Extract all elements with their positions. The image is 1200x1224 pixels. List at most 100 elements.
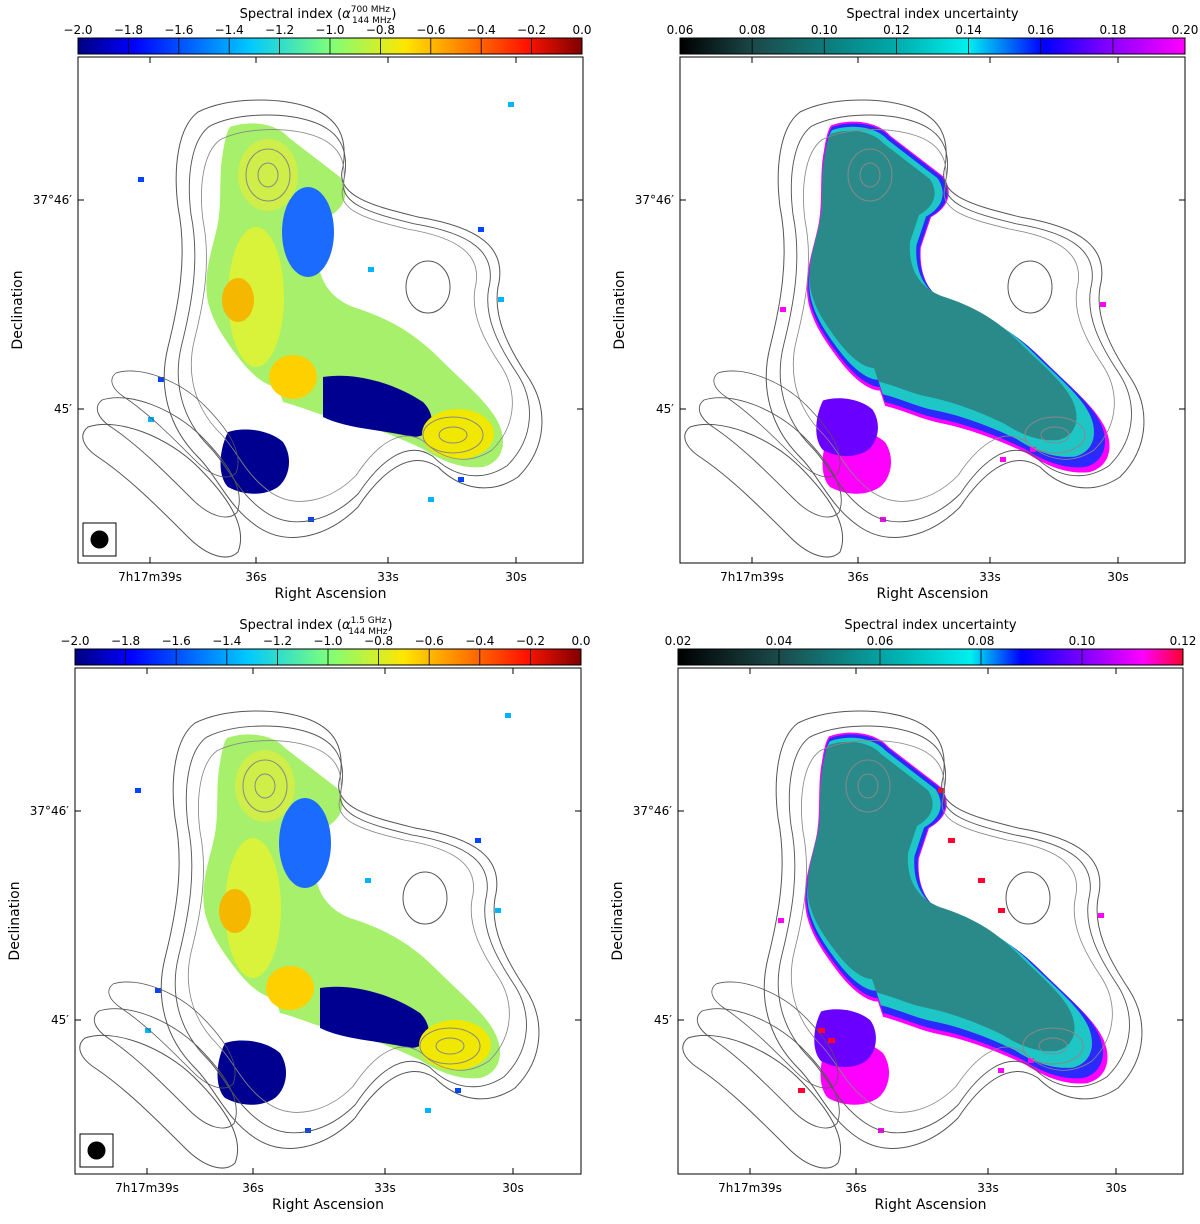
scatter-pixel <box>508 102 514 107</box>
contour-sw-2 <box>96 397 240 518</box>
colorbar-label-sub: 144 MHz <box>352 16 392 26</box>
north-lobe-region <box>235 750 295 822</box>
colorbar-tick-label: −0.6 <box>416 23 445 37</box>
colorbar-tick-label: 0.18 <box>1099 23 1126 37</box>
panel-alpha-700: −2.0 −1.8 −1.6 −1.4 −1.2 −1.0 −0.8 −0.6 −0.4 −0.2… <box>10 5 592 602</box>
scatter-pixel <box>428 497 434 502</box>
colorbar-tick-label: 0.04 <box>766 634 793 648</box>
colorbar-tick-label: −0.2 <box>516 634 545 648</box>
contour-north-peak <box>245 148 291 202</box>
scatter-pixel <box>1028 1058 1034 1063</box>
plot-frame <box>74 667 582 1175</box>
edge-pixel <box>798 1088 805 1093</box>
northeast-inner-region <box>282 187 334 277</box>
scatter-pixel <box>780 307 786 312</box>
contour-level-2 <box>779 114 1132 523</box>
scatter-pixel <box>455 1088 461 1093</box>
contours <box>82 99 543 558</box>
contour-sw-3 <box>108 981 236 1089</box>
contour-southeast-peak <box>422 416 484 454</box>
contour-level-2 <box>177 114 530 523</box>
axis-ticks <box>678 668 1183 1174</box>
dec-tick-label: 37°46′ <box>30 804 70 818</box>
dec-tick-labels: 37°46′ 45′ <box>30 804 70 1027</box>
colorbar-tick-label: 0.08 <box>739 23 766 37</box>
scatter-pixel <box>478 227 484 232</box>
dec-tick-labels: 37°46′ 45′ <box>633 804 673 1027</box>
edge-pixel <box>978 878 985 883</box>
beam-ellipse <box>87 1141 106 1160</box>
contour-sw-1 <box>682 1034 842 1169</box>
scatter-pixel <box>308 517 314 522</box>
north-lobe-region <box>238 139 298 211</box>
colorbar-tick-label: 0.0 <box>572 23 591 37</box>
colorbar-tick-label: −2.0 <box>63 23 92 37</box>
contour-level-3 <box>187 740 510 1113</box>
contour-southeast-peak <box>1024 416 1086 454</box>
colorbar-label-sub: 144 MHz <box>348 627 388 637</box>
y-axis-label: Declination <box>10 270 26 349</box>
contour-sw-3 <box>111 370 239 478</box>
contours <box>79 710 540 1169</box>
plot-frame <box>679 56 1186 564</box>
colorbar-tick-label: −1.2 <box>265 23 294 37</box>
colorbar-tick-label: 0.10 <box>811 23 838 37</box>
ra-tick-label: 7h17m39s <box>115 1181 179 1195</box>
contours <box>682 710 1143 1169</box>
ra-tick-label: 30s <box>1107 570 1129 584</box>
x-axis-label: Right Ascension <box>272 1197 384 1213</box>
dec-tick-label: 45′ <box>51 1013 69 1027</box>
colorbar: 0.06 0.08 0.10 0.12 0.14 0.16 0.18 0.20 Spectral… <box>667 7 1199 55</box>
colorbar-tick-label: −0.6 <box>415 634 444 648</box>
scatter-pixel <box>998 1068 1004 1073</box>
axis-ticks <box>78 57 583 563</box>
ra-tick-labels: 7h17m39s 36s 33s 30s <box>718 1181 1127 1195</box>
plot-area: 7h17m39s 36s 33s 30s 37°46′ 45′ Right Ascensio… <box>610 667 1184 1213</box>
colorbar-tick-label: −1.4 <box>212 634 241 648</box>
scatter-pixel <box>135 788 141 793</box>
contour-north-peak-inner <box>254 773 276 799</box>
west-ridge-region <box>225 838 281 978</box>
colorbar-label-suffix: ) <box>388 618 393 633</box>
contour-southeast-peak-inner <box>1040 426 1070 444</box>
scatter-pixel <box>1098 913 1104 918</box>
colorbar-tick-label: −0.8 <box>364 634 393 648</box>
scatter-pixel <box>158 377 164 382</box>
scatter-pixel <box>458 477 464 482</box>
colorbar-tick-label: 0.20 <box>1172 23 1199 37</box>
contour-sw-1 <box>79 1034 239 1169</box>
contour-southeast-peak-inner <box>1038 1037 1068 1055</box>
scatter-pixel <box>155 988 161 993</box>
edge-pixel <box>948 838 955 843</box>
core-teal <box>807 741 1075 1052</box>
panel-err-1500: 0.02 0.04 0.06 0.08 0.10 0.12 Spectral index u… <box>610 618 1196 1213</box>
colorbar-tick-label: 0.12 <box>1170 634 1197 648</box>
colorbar-tick-label: 0.10 <box>1069 634 1096 648</box>
plot-frame <box>77 56 584 564</box>
ra-tick-labels: 7h17m39s 36s 33s 30s <box>118 570 527 584</box>
central-trough-region <box>320 986 429 1048</box>
contour-southeast-peak-inner <box>438 426 468 444</box>
ra-tick-label: 36s <box>847 570 869 584</box>
ra-tick-label: 33s <box>977 1181 999 1195</box>
colorbar-tick-label: −1.0 <box>313 634 342 648</box>
edge-pixel <box>938 788 945 793</box>
scatter-pixel <box>475 838 481 843</box>
colorbar-tick-label: 0.16 <box>1027 23 1054 37</box>
contour-sw-3 <box>711 981 839 1089</box>
colorbar: −2.0 −1.8 −1.6 −1.4 −1.2 −1.0 −0.8 −0.6 −0.4 −0.2… <box>63 5 592 55</box>
scatter-pixel <box>1100 302 1106 307</box>
contour-level-2 <box>174 725 527 1134</box>
scatter-pixel <box>505 713 511 718</box>
contour-sw-2 <box>698 397 842 518</box>
central-knot-region <box>269 355 317 399</box>
scatter-pixel <box>495 908 501 913</box>
colorbar-tick-label: 0.14 <box>955 23 982 37</box>
scatter-pixel <box>498 297 504 302</box>
colorbar-tick-label: −1.2 <box>263 634 292 648</box>
northeast-inner-region <box>279 798 331 888</box>
colorbar-tick-label: 0.12 <box>883 23 910 37</box>
dec-tick-label: 45′ <box>654 1013 672 1027</box>
colorbar-tick-label: 0.06 <box>667 23 694 37</box>
map-layer <box>82 99 543 558</box>
